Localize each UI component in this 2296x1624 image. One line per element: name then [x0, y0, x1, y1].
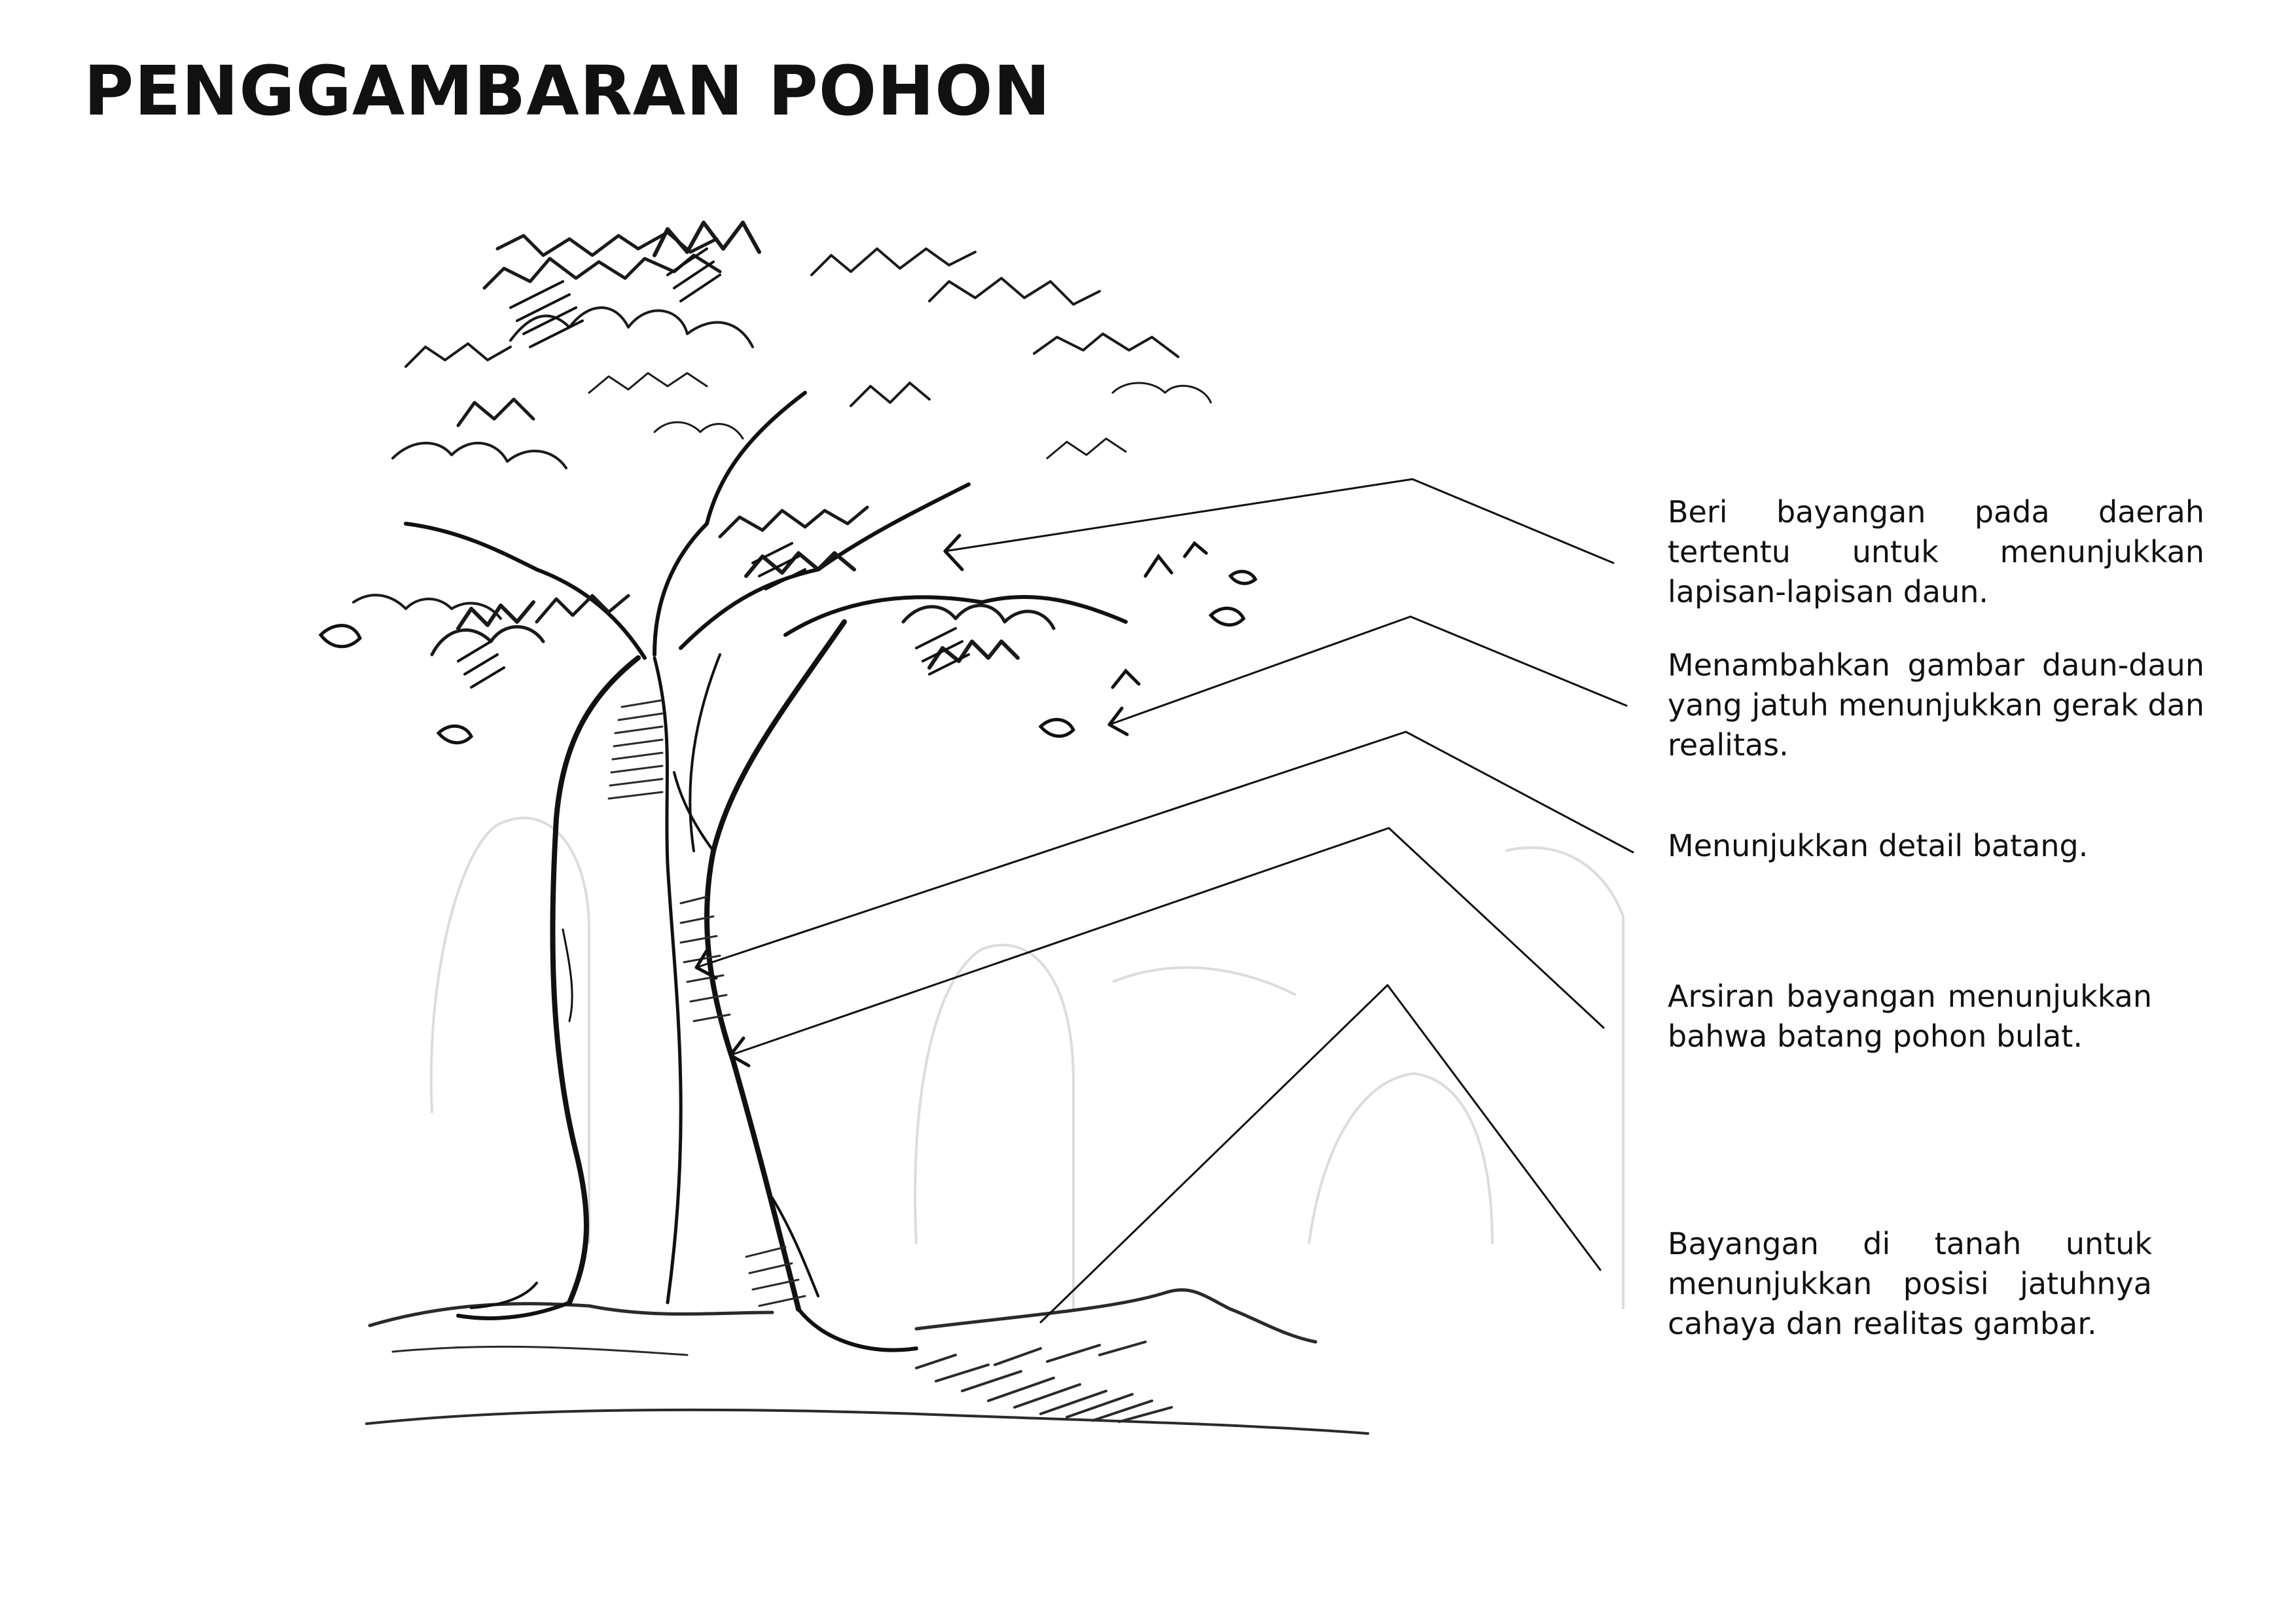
arrowhead-icon	[728, 1036, 751, 1068]
ghost-sketch	[429, 816, 1624, 1309]
callout-leaders	[695, 478, 1634, 1324]
annotation-falling-leaves: Menambahkan gambar daun-daun yang jatuh …	[1668, 647, 2204, 763]
leader-trunk-shading	[729, 827, 1605, 1056]
arrowhead-icon	[1107, 706, 1129, 736]
leader-foliage-layers	[944, 478, 1615, 564]
trunk-shading	[607, 699, 806, 1307]
tree-foliage	[352, 221, 1212, 670]
annotation-ground-shadow: Bayangan di tanah untuk menun­jukkan pos…	[1668, 1226, 2152, 1341]
leader-trunk-detail	[695, 731, 1634, 969]
tree-trunk	[456, 619, 918, 1352]
arrowhead-icon	[943, 533, 964, 571]
arrowhead-icon	[694, 948, 718, 980]
leader-falling-leaves	[1108, 615, 1628, 726]
arrowhead-icons	[694, 533, 1129, 1068]
annotation-foliage-layers: Beri bayangan pada daerah tertentu untuk…	[1668, 494, 2204, 609]
leader-ground-shadow	[1039, 984, 1602, 1324]
annotation-trunk-detail: Menunjukkan detail batang.	[1668, 828, 2089, 863]
ground-shadow	[915, 1341, 1173, 1423]
tree-branches	[404, 391, 1128, 660]
foliage-shading	[457, 247, 970, 689]
ground	[365, 1288, 1369, 1435]
falling-leaves	[318, 541, 1258, 745]
page-title: PENGGAMBARAN POHON	[84, 51, 1051, 131]
annotation-trunk-shading: Arsiran bayangan menunjukkan bahwa batan…	[1668, 979, 2152, 1054]
